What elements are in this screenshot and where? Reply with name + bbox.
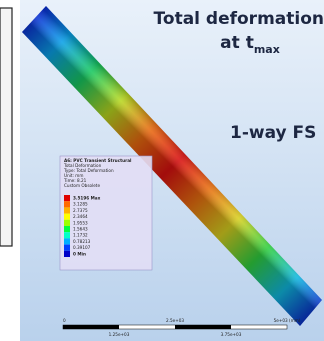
scale-segment xyxy=(63,325,119,329)
side-panel xyxy=(0,8,12,246)
scale-label: 2.5e+03 xyxy=(166,318,184,323)
legend-level: 3.1285 xyxy=(73,202,88,207)
screenshot: Total deformation at tmax 1-way FS A6: P… xyxy=(0,0,324,341)
scale-label: 1.25e+03 xyxy=(109,332,130,337)
scale-label: 3.75e+03 xyxy=(221,332,242,337)
legend-swatch xyxy=(64,251,70,257)
legend-swatch xyxy=(64,226,70,232)
legend-level: 0.78213 xyxy=(73,239,91,244)
page: Total deformation at tmax 1-way FS A6: P… xyxy=(0,0,324,341)
legend-level: 3.5196 Max xyxy=(73,196,101,201)
legend-swatch xyxy=(64,220,70,226)
legend-level: 1.1732 xyxy=(73,233,88,238)
legend-swatch xyxy=(64,195,70,201)
legend-level: 0.39107 xyxy=(73,245,91,250)
legend-swatch xyxy=(64,232,70,238)
title-line1: Total deformation xyxy=(154,9,324,29)
scale-label: 5e+03 (mm) xyxy=(274,318,301,323)
legend-swatch xyxy=(64,201,70,207)
legend-header: Custom Obsolete xyxy=(64,183,100,188)
legend-swatch xyxy=(64,245,70,251)
title-subscript: max xyxy=(254,43,280,56)
legend-swatch xyxy=(64,214,70,220)
title-note: 1-way FS xyxy=(230,123,316,143)
legend-level: 1.9553 xyxy=(73,220,88,225)
legend-level: 2.3464 xyxy=(73,214,88,219)
legend-swatch xyxy=(64,238,70,244)
legend-level: 2.7375 xyxy=(73,208,88,213)
legend-level: 1.5643 xyxy=(73,227,88,232)
title-text: at t xyxy=(220,33,254,53)
legend-level: 0 Min xyxy=(73,251,86,256)
scale-label: 0 xyxy=(63,318,66,323)
scale-segment xyxy=(175,325,231,329)
legend-swatch xyxy=(64,207,70,213)
